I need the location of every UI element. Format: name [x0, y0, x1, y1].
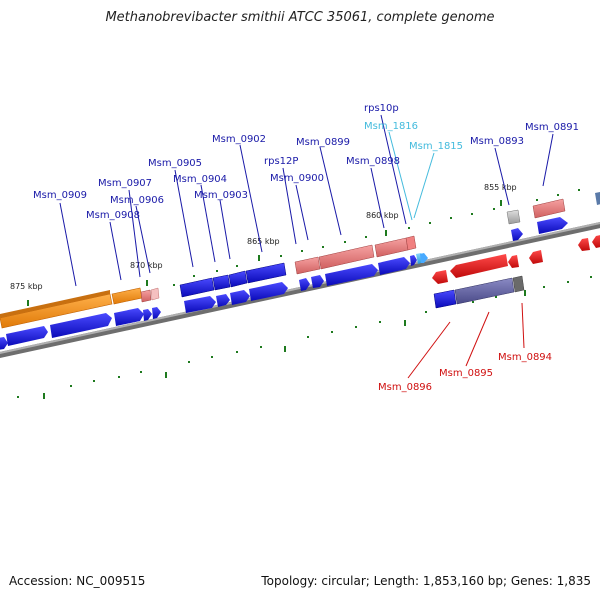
tick-label-870: 870 kbp [130, 261, 163, 270]
genome-backbone [0, 222, 600, 358]
gene-Msm_0893-grey[interactable] [506, 209, 521, 225]
genome-summary-label: Topology: circular; Length: 1,853,160 bp… [261, 574, 591, 588]
gene-label[interactable]: Msm_1816 [364, 121, 418, 132]
gene-label[interactable]: Msm_0894 [498, 352, 552, 363]
gene-Msm_1815-arrow[interactable] [420, 253, 428, 263]
gene-label[interactable]: Msm_0902 [212, 134, 266, 145]
gene-forward-arrow[interactable] [0, 337, 8, 350]
gene-Msm_0904[interactable] [212, 274, 231, 291]
gene-forward-arrow[interactable] [143, 309, 152, 321]
gene-reverse-arrow[interactable] [578, 238, 590, 251]
gene-label[interactable]: Msm_0903 [194, 190, 248, 201]
gene-Msm_0899[interactable] [318, 244, 375, 270]
gene-Msm_0895-red[interactable] [450, 254, 508, 278]
gene-Msm_0894-red[interactable] [508, 255, 519, 268]
gene-forward-arrow[interactable] [378, 257, 410, 275]
gene-forward-arrow[interactable] [537, 217, 568, 234]
gene-forward-arrow[interactable] [6, 326, 48, 346]
gene-Msm_0909-orange[interactable] [0, 293, 113, 329]
gene-Msm_0908-orange[interactable] [111, 287, 143, 305]
gene-forward-arrow[interactable] [50, 313, 112, 338]
gene-forward-arrow[interactable] [299, 278, 310, 291]
tick-row-lower [17, 276, 592, 399]
label-leader-lines [59, 114, 554, 379]
gene-forward-arrow[interactable] [230, 290, 250, 305]
gene-label[interactable]: rps12P [264, 156, 298, 167]
gene-Msm_0891-pink[interactable] [532, 198, 566, 219]
gene-label[interactable]: Msm_0898 [346, 156, 400, 167]
tick-label-875: 875 kbp [10, 282, 43, 291]
gene-label[interactable]: Msm_0907 [98, 178, 152, 189]
gene-label[interactable]: Msm_0909 [33, 190, 87, 201]
gene-label[interactable]: Msm_0906 [110, 195, 164, 206]
gene-label[interactable]: Msm_0893 [470, 136, 524, 147]
gene-forward-arrow[interactable] [410, 255, 417, 266]
gene-reverse-arrow[interactable] [529, 250, 543, 264]
feature-row-top [0, 191, 600, 329]
gene-Msm_0902[interactable] [245, 262, 287, 284]
gene-label[interactable]: Msm_0891 [525, 122, 579, 133]
gene-rps10p-pink[interactable] [405, 235, 417, 251]
gene-Msm_0909-orange-top [0, 290, 110, 318]
gene-Msm_0895-slate[interactable] [454, 277, 515, 305]
gene-Msm_0896[interactable] [432, 270, 448, 284]
accession-label: Accession: NC_009515 [9, 574, 146, 588]
tick-label-855: 855 kbp [484, 183, 517, 192]
gene-label[interactable]: Msm_1815 [409, 141, 463, 152]
gene-Msm_0894-grey[interactable] [512, 275, 525, 293]
gene-forward-arrow[interactable] [184, 296, 216, 313]
gene-forward-arrow[interactable] [114, 308, 144, 326]
gene-rps12P[interactable] [294, 256, 321, 275]
gene-reverse-arrow[interactable] [592, 234, 600, 248]
gene-label[interactable]: Msm_0904 [173, 174, 227, 185]
gene-label[interactable]: Msm_0905 [148, 158, 202, 169]
gene-forward-arrow[interactable] [511, 228, 523, 241]
gene-forward-arrow[interactable] [152, 307, 161, 319]
gene-Msm_0903[interactable] [228, 270, 248, 288]
gene-label[interactable]: Msm_0908 [86, 210, 140, 221]
gene-forward-arrow[interactable] [325, 264, 378, 286]
gene-label[interactable]: Msm_0895 [439, 368, 493, 379]
gene-Msm_0906-pink[interactable] [150, 287, 160, 301]
gene-forward-arrow[interactable] [216, 294, 230, 307]
gene-label[interactable]: Msm_0896 [378, 382, 432, 393]
gene-label[interactable]: Msm_0899 [296, 137, 350, 148]
gene-labels: Msm_0909 Msm_0908 Msm_0907 Msm_0906 Msm_… [33, 103, 579, 393]
gene-Msm_0896-blue[interactable] [433, 289, 457, 309]
gene-label[interactable]: Msm_0900 [270, 173, 324, 184]
gene-Msm_0905[interactable] [179, 277, 215, 298]
gene-forward-arrow[interactable] [249, 282, 288, 301]
feature-row-reverse [432, 234, 600, 309]
gene-Msm_0907-pink[interactable] [140, 289, 152, 303]
tick-label-865: 865 kbp [247, 237, 280, 246]
gene-Msm_0898[interactable] [374, 237, 409, 258]
gene-forward-arrow[interactable] [311, 275, 324, 288]
map-title: Methanobrevibacter smithii ATCC 35061, c… [105, 10, 495, 25]
feature-row-forward [0, 217, 568, 350]
tick-label-860: 860 kbp [366, 211, 399, 220]
gene-edge-blue[interactable] [595, 191, 600, 205]
gene-label[interactable]: rps10p [364, 103, 399, 114]
